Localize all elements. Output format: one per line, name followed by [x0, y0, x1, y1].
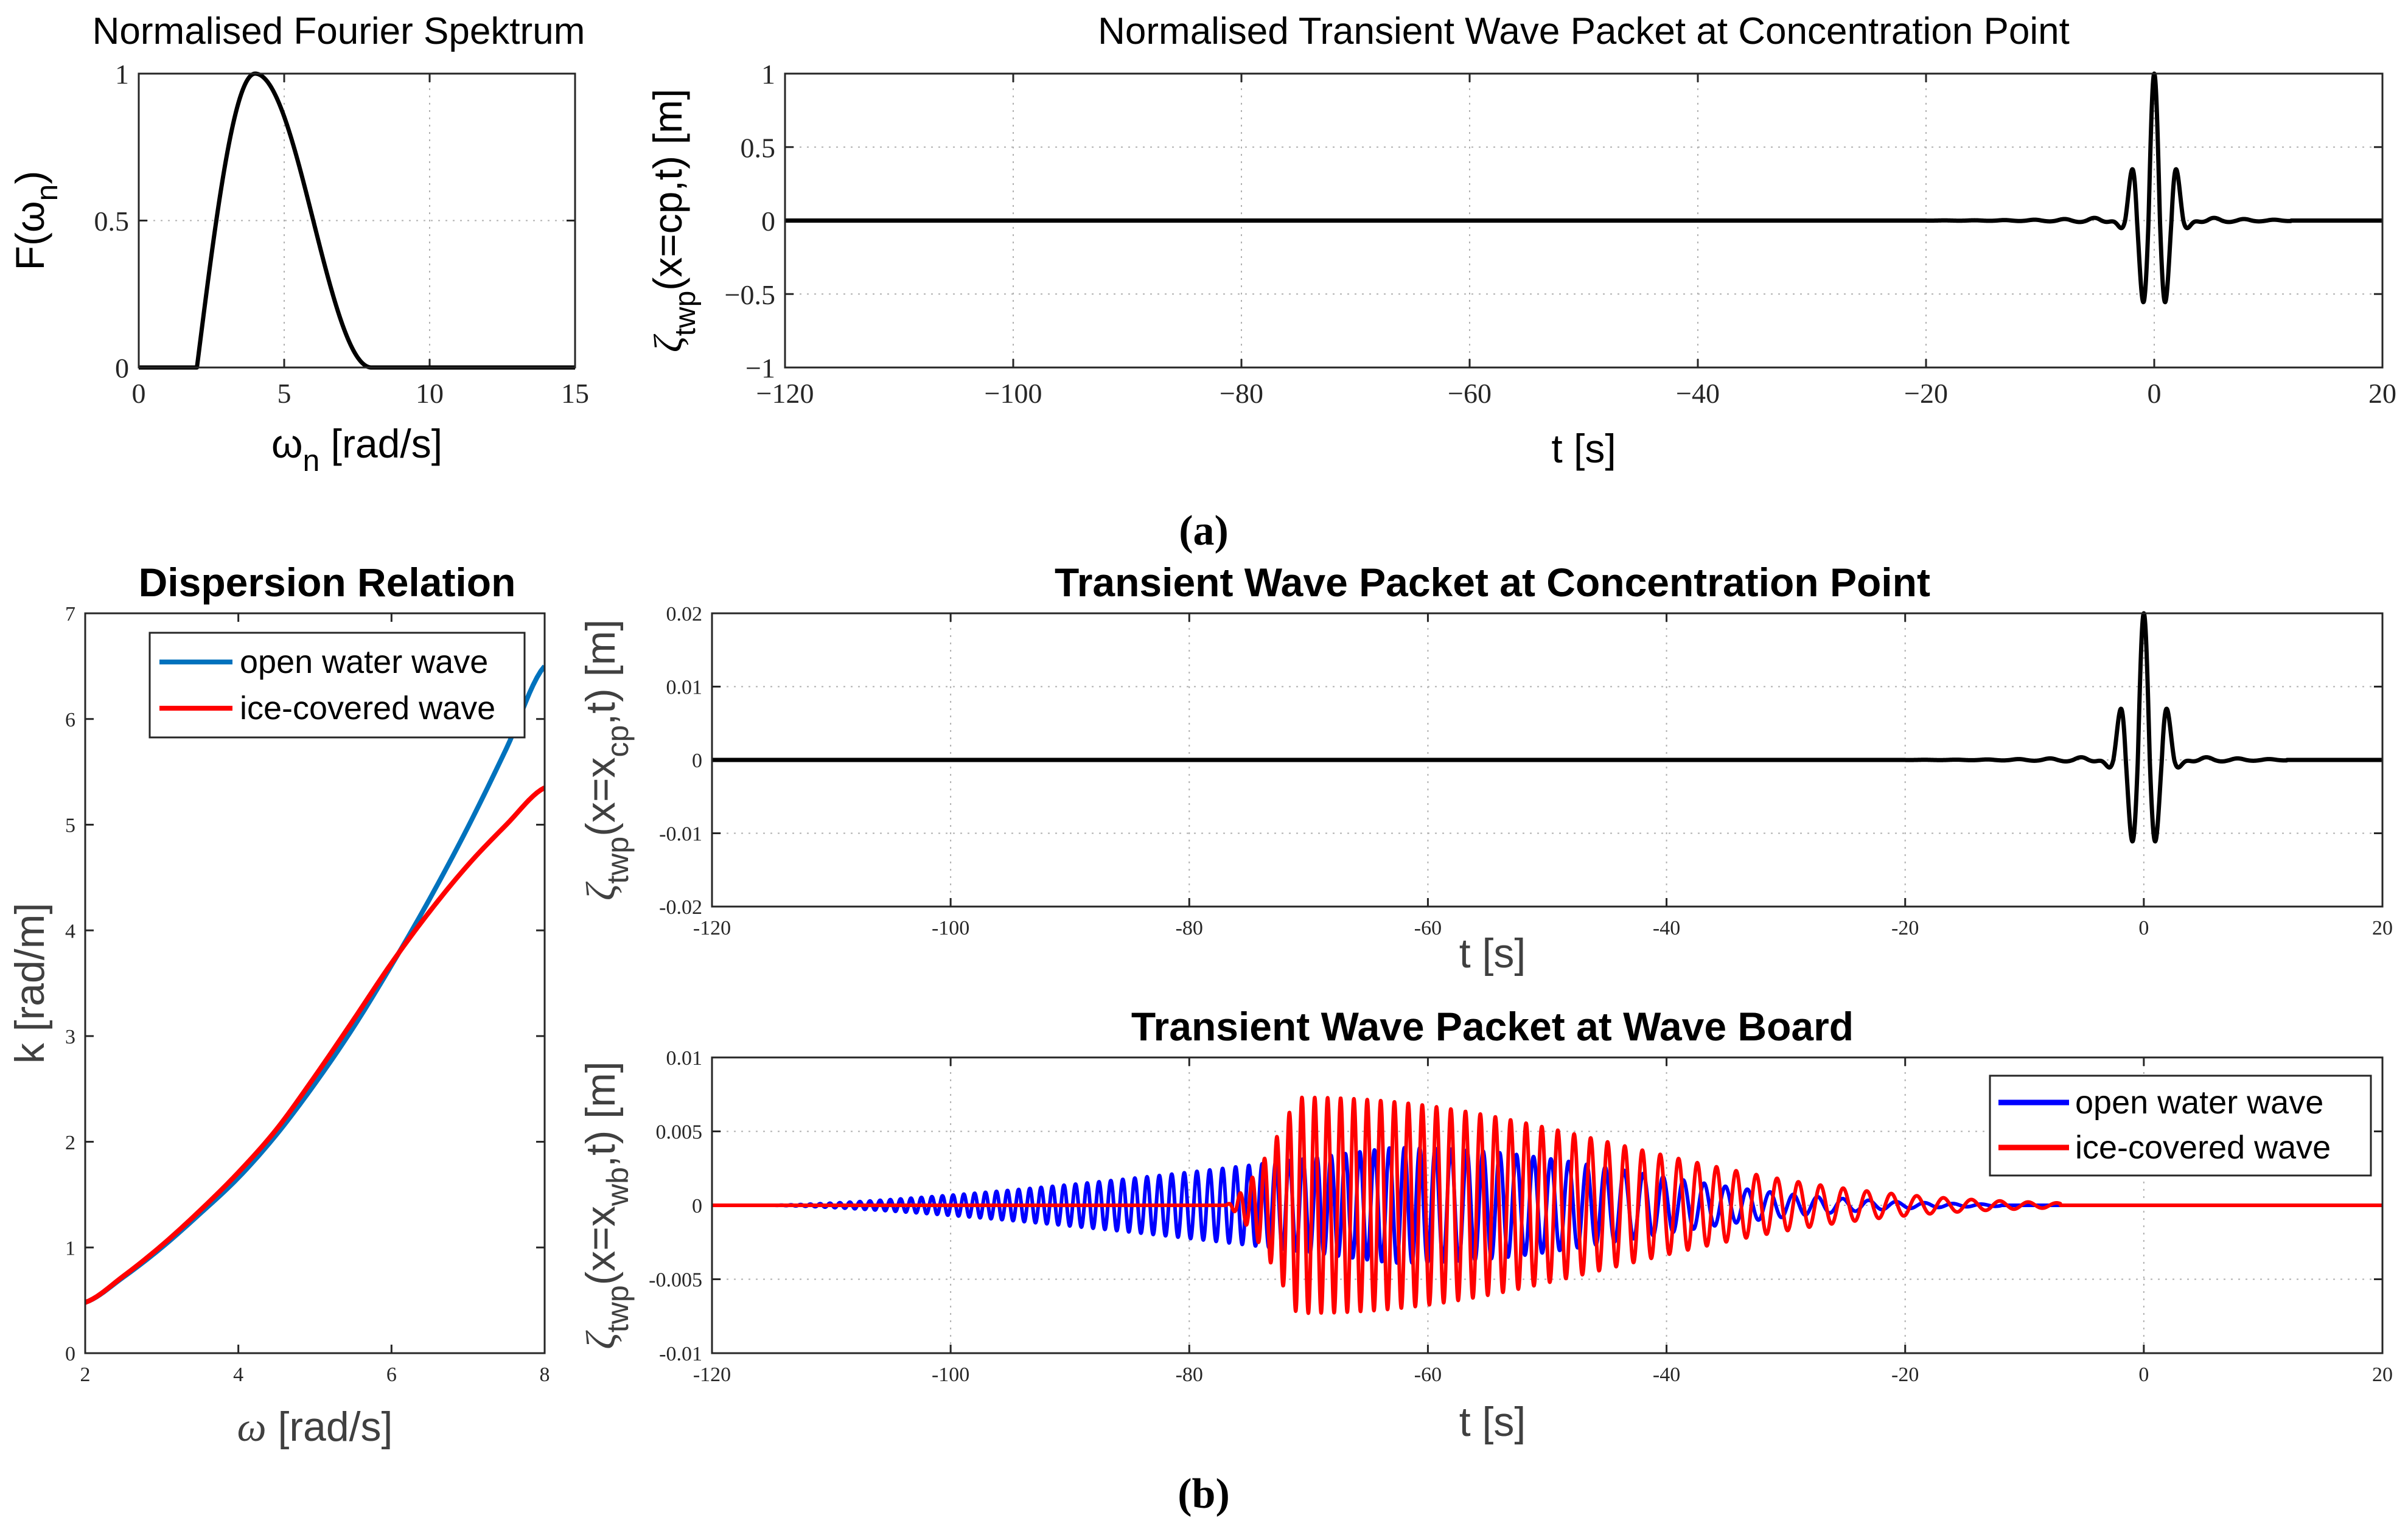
x-tick-label: -120 [693, 1364, 731, 1386]
x-tick-label: -40 [1653, 1364, 1680, 1386]
x-tick-label: 0 [2138, 1364, 2149, 1386]
axes-spectrum: 0 5 10 15 0 0.5 1 Normalised Fourier Spektrum ωn… [7, 10, 589, 478]
axes-packet_cp: -120 -100 -80 -60 -40 -20 0 20 -0.02 -0.01 0 0.01 0.… [578, 560, 2393, 977]
chart-title: Normalised Transient Wave Packet at Conc… [1098, 10, 2070, 52]
y-axis-label: ζtwp(x=xcp,t) [m] [578, 619, 635, 900]
y-tick-label: 4 [65, 920, 75, 942]
axes-frame [84, 612, 546, 1354]
x-tick-label: -20 [1891, 917, 1919, 939]
y-tick-label: -0.02 [659, 896, 702, 919]
y-tick-label: 0 [115, 353, 129, 384]
y-axis-label: ζtwp(x=xwb,t) [m] [578, 1061, 635, 1349]
legend-label: ice-covered wave [2075, 1129, 2331, 1166]
y-tick-label: 0.01 [666, 677, 703, 699]
axes-frame [711, 612, 2384, 908]
legend-box [1989, 1074, 2372, 1177]
x-tick-label: −60 [1448, 378, 1492, 409]
y-tick-label: 5 [65, 815, 75, 837]
x-tick-label: -80 [1176, 917, 1203, 939]
x-tick-label: -120 [693, 917, 731, 939]
series-line-norm-packet [785, 71, 2382, 305]
x-tick-label: 10 [416, 378, 444, 409]
series-line-packet-cp [712, 611, 2382, 844]
y-tick-label: 0.02 [666, 603, 703, 625]
x-axis-label: t [s] [1459, 930, 1526, 977]
x-tick-label: -80 [1176, 1364, 1203, 1386]
axes-dispersion: 2 4 6 8 0 1 2 3 4 5 6 7 Dispersion Relation ω [rad/s]… [7, 560, 550, 1450]
y-tick-label: 3 [65, 1026, 75, 1048]
axes-norm_packet: −120 −100 −80 −60 −40 −20 0 20 −1 −0.5 0 0.5 1 Normal… [645, 10, 2396, 471]
chart-title: Dispersion Relation [139, 560, 516, 605]
y-tick-label: -0.01 [659, 823, 702, 846]
y-tick-label: 0.5 [94, 206, 130, 237]
x-tick-label: 15 [561, 378, 589, 409]
x-tick-label: −40 [1676, 378, 1720, 409]
legend: open water wave ice-covered wave [148, 632, 526, 739]
x-tick-label: -100 [932, 1364, 969, 1386]
y-tick-label: 6 [65, 709, 75, 731]
y-tick-label: -0.005 [649, 1269, 702, 1292]
chart-title: Transient Wave Packet at Wave Board [1131, 1004, 1854, 1049]
x-axis-label: t [s] [1551, 426, 1616, 471]
x-tick-label: 8 [540, 1364, 550, 1386]
y-tick-label: −1 [745, 353, 775, 384]
x-axis-label: ωn [rad/s] [271, 421, 442, 478]
x-tick-label: -40 [1653, 917, 1680, 939]
x-tick-label: 0 [132, 378, 146, 409]
x-tick-label: 6 [386, 1364, 397, 1386]
x-tick-label: 20 [2368, 378, 2396, 409]
y-tick-label: 0 [65, 1343, 75, 1365]
x-tick-label: −80 [1220, 378, 1263, 409]
y-tick-label: 0 [692, 750, 702, 772]
x-tick-label: 0 [2148, 378, 2162, 409]
x-tick-label: -100 [932, 917, 969, 939]
axes-frame [784, 72, 2384, 369]
y-tick-label: 0.005 [656, 1121, 703, 1144]
x-tick-label: -60 [1414, 917, 1442, 939]
x-tick-label: 20 [2372, 1364, 2393, 1386]
series-line-ice-covered [85, 785, 545, 1305]
y-tick-label: −0.5 [725, 279, 775, 310]
legend-label: open water wave [2075, 1084, 2323, 1121]
y-axis-label: ζtwp(x=cp,t) [m] [645, 89, 702, 352]
legend-box [148, 632, 526, 739]
axes-packet_wb: -120 -100 -80 -60 -40 -20 0 20 -0.01 -0.005 0 0.005… [578, 1004, 2393, 1445]
axes-frame [711, 1056, 2384, 1354]
y-tick-label: 0.01 [666, 1047, 703, 1070]
series-line-ice-covered [712, 1095, 2382, 1315]
x-tick-label: 4 [233, 1364, 243, 1386]
x-axis-label: t [s] [1459, 1399, 1526, 1445]
panel-label-b: (b) [1178, 1471, 1230, 1517]
x-tick-label: −20 [1904, 378, 1948, 409]
x-tick-label: 5 [277, 378, 291, 409]
y-axis-label: F(ωn) [7, 171, 64, 271]
y-tick-label: -0.01 [659, 1343, 702, 1365]
plot-area [139, 74, 575, 367]
x-tick-label: -20 [1891, 1364, 1919, 1386]
x-tick-label: 0 [2138, 917, 2149, 939]
y-tick-label: 1 [761, 59, 775, 90]
y-tick-label: 0 [761, 206, 775, 237]
x-tick-label: −100 [985, 378, 1042, 409]
y-tick-label: 1 [115, 59, 129, 90]
x-tick-label: −120 [756, 378, 814, 409]
x-tick-label: 20 [2372, 917, 2393, 939]
y-tick-label: 2 [65, 1132, 75, 1154]
chart-title: Normalised Fourier Spektrum [92, 10, 585, 52]
legend-label: open water wave [240, 644, 488, 680]
legend-label: ice-covered wave [240, 690, 495, 726]
y-tick-label: 0 [692, 1195, 702, 1217]
x-tick-label: -60 [1414, 1364, 1442, 1386]
axes-frame [138, 72, 576, 369]
y-tick-label: 1 [65, 1238, 75, 1260]
panel-label-a: (a) [1179, 507, 1229, 554]
x-tick-label: 2 [80, 1364, 91, 1386]
y-tick-label: 0.5 [741, 132, 776, 163]
y-axis-label: k [rad/m] [7, 903, 53, 1064]
chart-title: Transient Wave Packet at Concentration P… [1055, 560, 1930, 605]
y-tick-label: 7 [65, 603, 75, 625]
legend: open water wave ice-covered wave [1989, 1074, 2372, 1177]
x-axis-label: ω [rad/s] [237, 1404, 393, 1450]
